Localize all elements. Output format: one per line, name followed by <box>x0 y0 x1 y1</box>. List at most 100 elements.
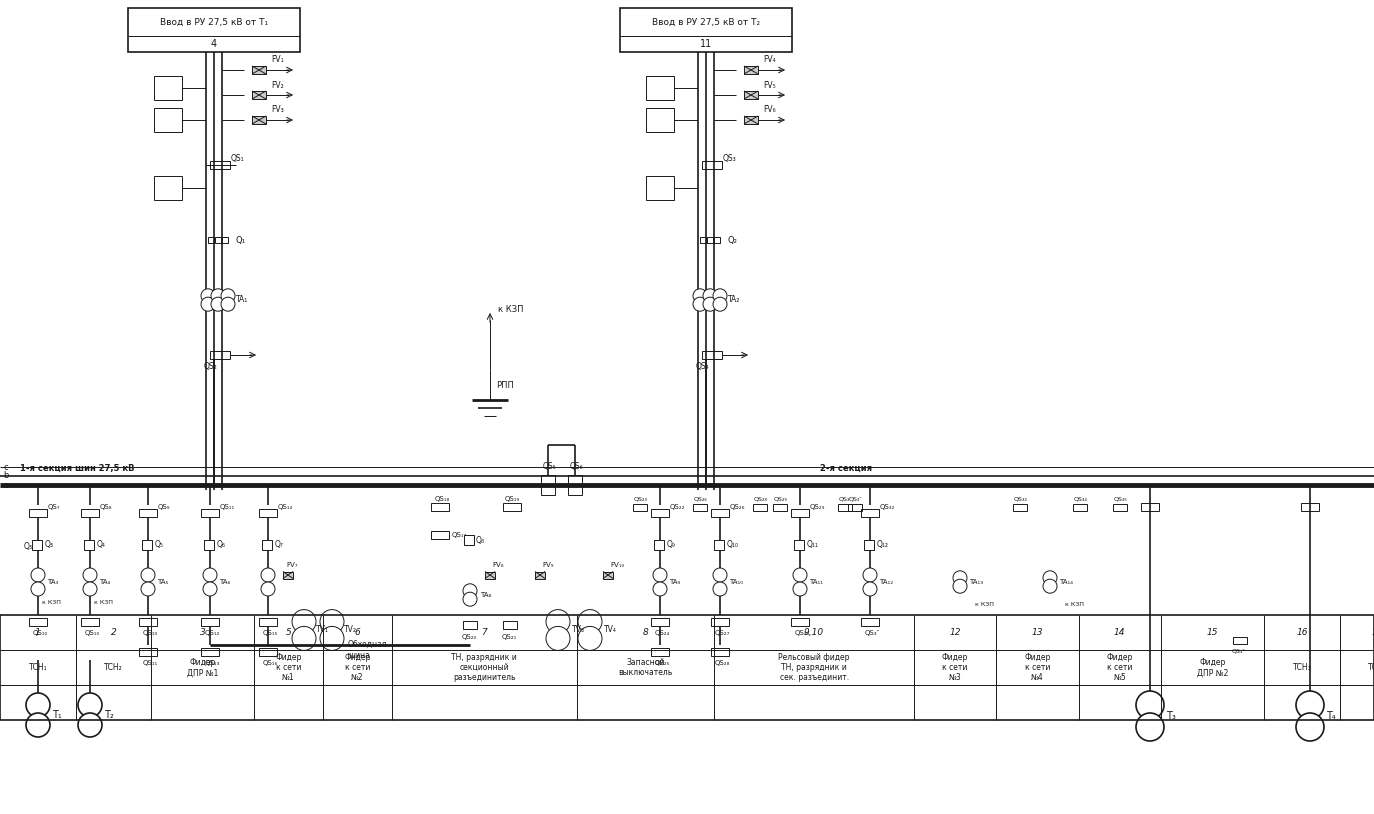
Text: QS₁₈: QS₁₈ <box>436 496 451 502</box>
Text: РПП: РПП <box>496 380 514 390</box>
Text: TA₈: TA₈ <box>480 592 492 598</box>
Text: Фидер
к сети
№1: Фидер к сети №1 <box>275 653 302 682</box>
Circle shape <box>1296 713 1325 741</box>
Bar <box>753 504 767 510</box>
Bar <box>702 351 721 359</box>
Text: ТСН₄: ТСН₄ <box>1369 663 1374 672</box>
Text: 17: 17 <box>1371 628 1374 637</box>
Text: T₄: T₄ <box>1326 711 1336 721</box>
Circle shape <box>212 289 225 303</box>
Bar <box>743 91 758 99</box>
Text: FV₂: FV₂ <box>271 81 284 90</box>
Circle shape <box>32 582 45 596</box>
Bar <box>791 509 809 517</box>
Text: QS₁₂: QS₁₂ <box>205 630 220 636</box>
Text: QS₃₅: QS₃₅ <box>1114 497 1128 501</box>
Text: QS₂: QS₂ <box>203 362 217 371</box>
Circle shape <box>713 568 727 582</box>
Circle shape <box>653 568 666 582</box>
Text: 15: 15 <box>1206 628 1219 637</box>
Circle shape <box>703 289 717 303</box>
Text: FV₁₀: FV₁₀ <box>610 562 624 568</box>
Bar <box>646 108 675 132</box>
Text: QS₈: QS₈ <box>100 504 113 510</box>
Text: ТСН₁: ТСН₁ <box>29 663 47 672</box>
Circle shape <box>261 568 275 582</box>
Text: 1-я секция шин 27,5 кВ: 1-я секция шин 27,5 кВ <box>21 463 135 472</box>
Circle shape <box>320 610 344 633</box>
Text: QS₁₆: QS₁₆ <box>262 660 279 666</box>
Circle shape <box>221 297 235 311</box>
Text: T₁: T₁ <box>52 710 62 720</box>
Bar <box>503 503 521 511</box>
Bar <box>651 648 669 656</box>
Bar <box>201 618 218 626</box>
Text: FV₅: FV₅ <box>763 81 776 90</box>
Text: Фидер
к сети
№2: Фидер к сети №2 <box>344 653 371 682</box>
Bar <box>702 161 721 169</box>
Text: TA₁₀: TA₁₀ <box>730 579 743 585</box>
Circle shape <box>78 713 102 737</box>
Text: c: c <box>3 462 8 471</box>
Text: Q₉: Q₉ <box>666 540 676 549</box>
Text: 5: 5 <box>286 628 291 637</box>
Text: TV₂: TV₂ <box>344 625 357 634</box>
Bar <box>463 621 477 629</box>
Text: Фидер
ДПР №2: Фидер ДПР №2 <box>1197 658 1228 677</box>
Circle shape <box>692 289 708 303</box>
Circle shape <box>578 627 602 650</box>
Text: QS₂₆: QS₂₆ <box>694 497 708 501</box>
Bar <box>646 76 675 100</box>
Bar <box>1301 503 1319 511</box>
Text: FV₃: FV₃ <box>271 106 284 115</box>
Text: Q₁₁: Q₁₁ <box>807 540 819 549</box>
Bar <box>260 618 278 626</box>
Circle shape <box>863 582 877 596</box>
Text: 8: 8 <box>643 628 649 637</box>
Text: QS₂₂: QS₂₂ <box>671 504 686 510</box>
Text: 11: 11 <box>699 39 712 49</box>
Text: QS₉: QS₉ <box>158 504 170 510</box>
Text: Q₅: Q₅ <box>155 540 164 549</box>
Text: к КЗП: к КЗП <box>1065 602 1084 607</box>
Text: Ввод в РУ 27,5 кВ от T₂: Ввод в РУ 27,5 кВ от T₂ <box>651 17 760 27</box>
Circle shape <box>82 582 98 596</box>
Bar <box>534 571 545 579</box>
Text: ТН, разрядник и
секционный
разъединитель: ТН, разрядник и секционный разъединитель <box>452 653 517 682</box>
Text: QS₁₁: QS₁₁ <box>220 504 235 510</box>
Bar <box>139 648 157 656</box>
Bar <box>692 504 708 510</box>
Circle shape <box>82 568 98 582</box>
Text: TA₁₁: TA₁₁ <box>809 579 823 585</box>
Text: 6: 6 <box>354 628 360 637</box>
Text: QS₁₅: QS₁₅ <box>262 630 279 636</box>
Text: TA₁₃: TA₁₃ <box>969 579 982 585</box>
Bar <box>567 475 583 495</box>
Text: Фидер
ДПР №1: Фидер ДПР №1 <box>187 658 218 677</box>
Bar <box>431 531 449 539</box>
Circle shape <box>142 582 155 596</box>
Circle shape <box>203 568 217 582</box>
Text: TA₅: TA₅ <box>157 579 169 585</box>
Text: TA₃: TA₃ <box>47 579 58 585</box>
Text: QS₃₂: QS₃₂ <box>879 504 896 510</box>
Bar <box>251 116 267 124</box>
Bar <box>710 648 730 656</box>
Text: Q₁₂: Q₁₂ <box>877 540 889 549</box>
Text: QS₂₇: QS₂₇ <box>714 630 731 636</box>
Bar <box>743 116 758 124</box>
Text: T₃: T₃ <box>1167 711 1176 721</box>
Text: TA₆: TA₆ <box>218 579 231 585</box>
Text: QS₂₈: QS₂₈ <box>714 660 731 666</box>
Bar <box>260 648 278 656</box>
Text: QS₁₃: QS₁₃ <box>205 660 220 666</box>
Bar <box>210 161 229 169</box>
Text: QS₃″: QS₃″ <box>1232 649 1246 654</box>
Text: Фидер
к сети
№4: Фидер к сети №4 <box>1024 653 1051 682</box>
Bar <box>861 509 879 517</box>
Circle shape <box>1043 571 1057 584</box>
Bar <box>32 540 43 550</box>
Bar <box>774 504 787 510</box>
Bar <box>1013 504 1026 510</box>
Bar <box>861 618 879 626</box>
